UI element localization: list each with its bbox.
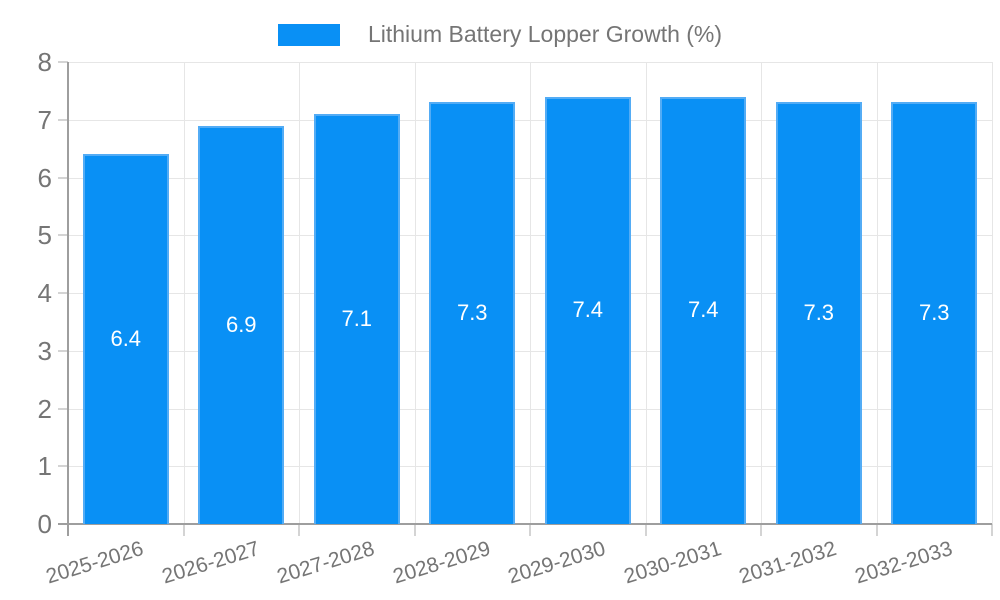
vertical-gridline [992,62,993,524]
x-tick-label: 2028-2029 [390,537,493,589]
bar-value-label: 6.4 [110,326,142,352]
y-tick-mark [58,407,68,410]
x-axis-line [58,523,992,525]
bar-value-label: 7.3 [918,300,950,326]
x-tick-label: 2031-2032 [736,537,840,589]
bar[interactable] [775,102,862,524]
bar[interactable] [660,96,747,524]
y-tick-mark [58,118,68,121]
bar[interactable] [544,96,631,524]
vertical-gridline [876,62,878,524]
x-tick-mark [182,524,185,536]
y-tick-mark [58,176,68,179]
bar-value-label: 7.1 [341,305,373,331]
vertical-gridline [183,62,185,524]
y-tick-mark [58,465,68,468]
x-tick-mark [875,524,878,536]
vertical-gridline [299,62,300,524]
bar[interactable] [82,154,169,524]
x-tick-mark [413,524,416,536]
x-tick-label: 2032-2033 [852,537,955,589]
legend-swatch [277,23,340,46]
y-tick-label: 2 [37,393,52,424]
y-tick-label: 5 [37,220,52,251]
bar-value-label: 6.9 [225,311,257,337]
x-tick-label: 2025-2026 [43,537,147,589]
y-tick-label: 4 [37,278,52,308]
bar-value-label: 7.4 [572,297,604,323]
y-tick-label: 0 [37,509,52,539]
legend-label: Lithium Battery Lopper Growth (%) [367,21,723,47]
y-tick-label: 6 [37,162,52,193]
bar-value-label: 7.3 [456,300,488,326]
y-tick-label: 8 [37,47,52,77]
vertical-gridline [761,62,762,524]
bar[interactable] [429,102,516,524]
y-tick-label: 3 [37,335,52,366]
x-tick-label: 2029-2030 [505,537,609,589]
x-tick-label: 2030-2031 [621,537,724,589]
x-tick-mark [298,524,300,536]
vertical-gridline [645,62,647,524]
legend-item[interactable]: Lithium Battery Lopper Growth (%) [277,21,723,48]
x-tick-mark [991,524,993,536]
y-tick-label: 7 [37,104,52,135]
y-tick-mark [58,292,68,294]
y-tick-label: 1 [37,451,52,482]
x-tick-mark [529,524,531,536]
vertical-gridline [414,62,416,524]
bar[interactable] [891,102,978,524]
x-tick-mark [760,524,762,536]
x-tick-label: 2026-2027 [159,537,262,589]
vertical-gridline [530,62,531,524]
bar-value-label: 7.3 [803,300,835,326]
y-tick-mark [58,234,68,237]
y-tick-mark [58,349,68,352]
chart-legend: Lithium Battery Lopper Growth (%) [0,21,1000,48]
x-tick-mark [644,524,647,536]
bar[interactable] [198,125,285,524]
bar[interactable] [313,113,400,524]
x-tick-label: 2027-2028 [274,537,378,589]
bar-value-label: 7.4 [687,297,719,323]
y-tick-mark [58,61,68,63]
y-axis-line [67,62,69,536]
